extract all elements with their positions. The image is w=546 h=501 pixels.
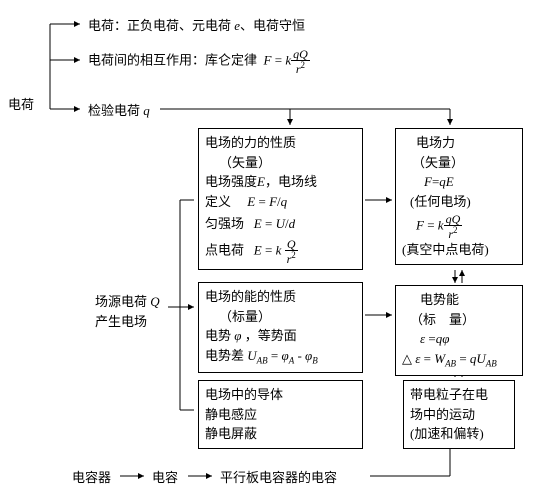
ef-sub: （矢量）: [402, 153, 516, 173]
box-potential-energy: 电势能 （标 量） ε =qφ △ ε = WAB = qUAB: [395, 285, 523, 376]
box-particle-motion: 带电粒子在电 场中的运动 (加速和偏转): [403, 380, 515, 449]
bottom-c: 平行板电容器的电容: [220, 468, 337, 488]
top-line-1-text: 电荷：正负电荷、元电荷: [88, 18, 231, 33]
mo-l1: 带电粒子在电: [410, 385, 508, 405]
cond-l1: 电场中的导体: [205, 385, 356, 405]
source-l1: 场源电荷: [95, 294, 147, 309]
box-conductor: 电场中的导体 静电感应 静电屏蔽: [198, 380, 363, 449]
box-force-sub: （矢量）: [205, 153, 356, 173]
pe-title: 电势能: [402, 290, 516, 310]
bottom-a: 电容器: [72, 468, 111, 488]
be-r1b: ，等势面: [245, 328, 297, 343]
top-line-1: 电荷：正负电荷、元电荷 e、电荷守恒: [88, 16, 305, 36]
ef-r4: (真空中点电荷): [402, 240, 516, 260]
cond-l3: 静电屏蔽: [205, 424, 356, 444]
be-sub: （标量）: [205, 307, 356, 327]
bf-r1b: ，电场线: [265, 174, 317, 189]
mo-l3: (加速和偏转): [410, 424, 508, 444]
box-electric-force: 电场力 （矢量） F=qE (任何电场) F = kqQr2 (真空中点电荷): [395, 128, 523, 265]
ef-title: 电场力: [402, 133, 516, 153]
bf-r4a: 点电荷: [205, 242, 244, 257]
box-field-force: 电场的力的性质 （矢量） 电场强度E，电场线 定义 E = F/q 匀强场 E …: [198, 128, 363, 270]
ef-r2: (任何电场): [402, 192, 516, 212]
bottom-b: 电容: [152, 468, 178, 488]
pe-sub: （标 量）: [402, 310, 516, 330]
source-l2: 产生电场: [95, 312, 160, 332]
mo-l2: 场中的运动: [410, 405, 508, 425]
root-label: 电荷: [8, 95, 34, 115]
bf-r1a: 电场强度: [205, 174, 257, 189]
source-charge-block: 场源电荷 Q 产生电场: [95, 292, 160, 331]
top-line-2: 电荷间的相互作用：库仑定律 F = kqQr2: [88, 48, 310, 75]
bf-r3a: 匀强场: [205, 216, 244, 231]
box-force-title: 电场的力的性质: [205, 133, 356, 153]
bf-r2a: 定义: [205, 194, 231, 209]
top-line-3: 检验电荷 q: [88, 101, 150, 121]
be-r1a: 电势: [205, 328, 231, 343]
top-line-3-text: 检验电荷: [88, 103, 140, 118]
box-field-energy: 电场的能的性质 （标量） 电势 φ ，等势面 电势差 UAB = φA - φB: [198, 282, 363, 373]
top-line-2-text: 电荷间的相互作用：库仑定律: [88, 52, 257, 67]
cond-l2: 静电感应: [205, 405, 356, 425]
be-r2a: 电势差: [205, 348, 244, 363]
be-title: 电场的能的性质: [205, 287, 356, 307]
top-line-1-tail: 、电荷守恒: [240, 18, 305, 33]
